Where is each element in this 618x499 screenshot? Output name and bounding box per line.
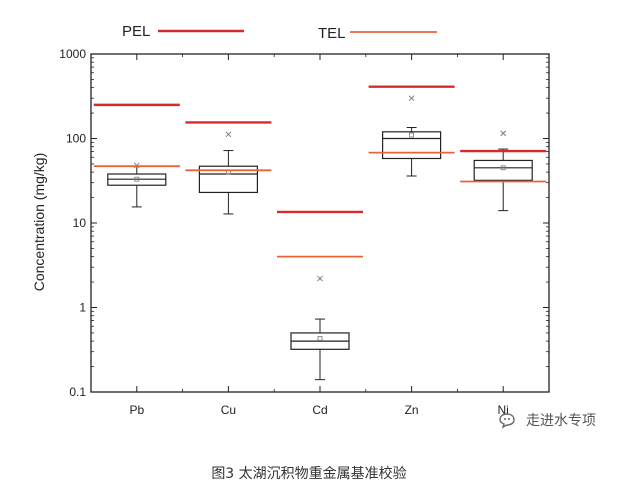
y-tick-label: 1000 <box>59 47 86 61</box>
box-pb <box>107 162 167 208</box>
x-tick-label: Cu <box>221 403 236 417</box>
mean-marker <box>500 165 506 171</box>
mean-marker <box>317 336 323 341</box>
x-tick-label: Ni <box>498 403 509 417</box>
y-tick-label: 1 <box>79 301 86 315</box>
box-iqr <box>473 159 533 181</box>
x-tick-label: Cd <box>312 403 327 417</box>
legend-label-tel: TEL <box>318 25 346 42</box>
y-axis-label: Concentration (mg/kg) <box>31 153 47 292</box>
box-iqr <box>198 165 258 194</box>
legend: PEL TEL <box>122 23 437 42</box>
wechat-icon <box>499 413 515 429</box>
y-tick-label: 0.1 <box>69 385 86 399</box>
outlier-marker <box>500 130 507 137</box>
box-cd <box>290 275 350 381</box>
watermark-text: 走进水专项 <box>526 413 596 429</box>
box-iqr <box>382 131 442 160</box>
box-zn <box>382 95 442 177</box>
x-axis: Pb Cu Cd Zn Ni <box>129 54 509 417</box>
x-tick-label: Pb <box>129 403 144 417</box>
box-ni <box>473 130 533 212</box>
y-axis: 0.1 1 10 100 1000 <box>59 47 549 399</box>
watermark: 走进水专项 <box>498 410 596 430</box>
mean-marker <box>134 176 140 182</box>
boxes <box>107 95 533 381</box>
figure-caption: 图3 太湖沉积物重金属基准校验 <box>211 466 407 482</box>
legend-label-pel: PEL <box>122 23 150 40</box>
y-tick-label: 100 <box>66 132 86 146</box>
outlier-marker <box>408 95 415 102</box>
box-cu <box>198 131 258 215</box>
outlier-marker <box>225 131 232 138</box>
outlier-marker <box>317 275 323 282</box>
mean-marker <box>409 132 415 138</box>
y-tick-label: 10 <box>73 216 87 230</box>
x-tick-label: Zn <box>405 403 419 417</box>
reference-lines <box>93 85 547 258</box>
